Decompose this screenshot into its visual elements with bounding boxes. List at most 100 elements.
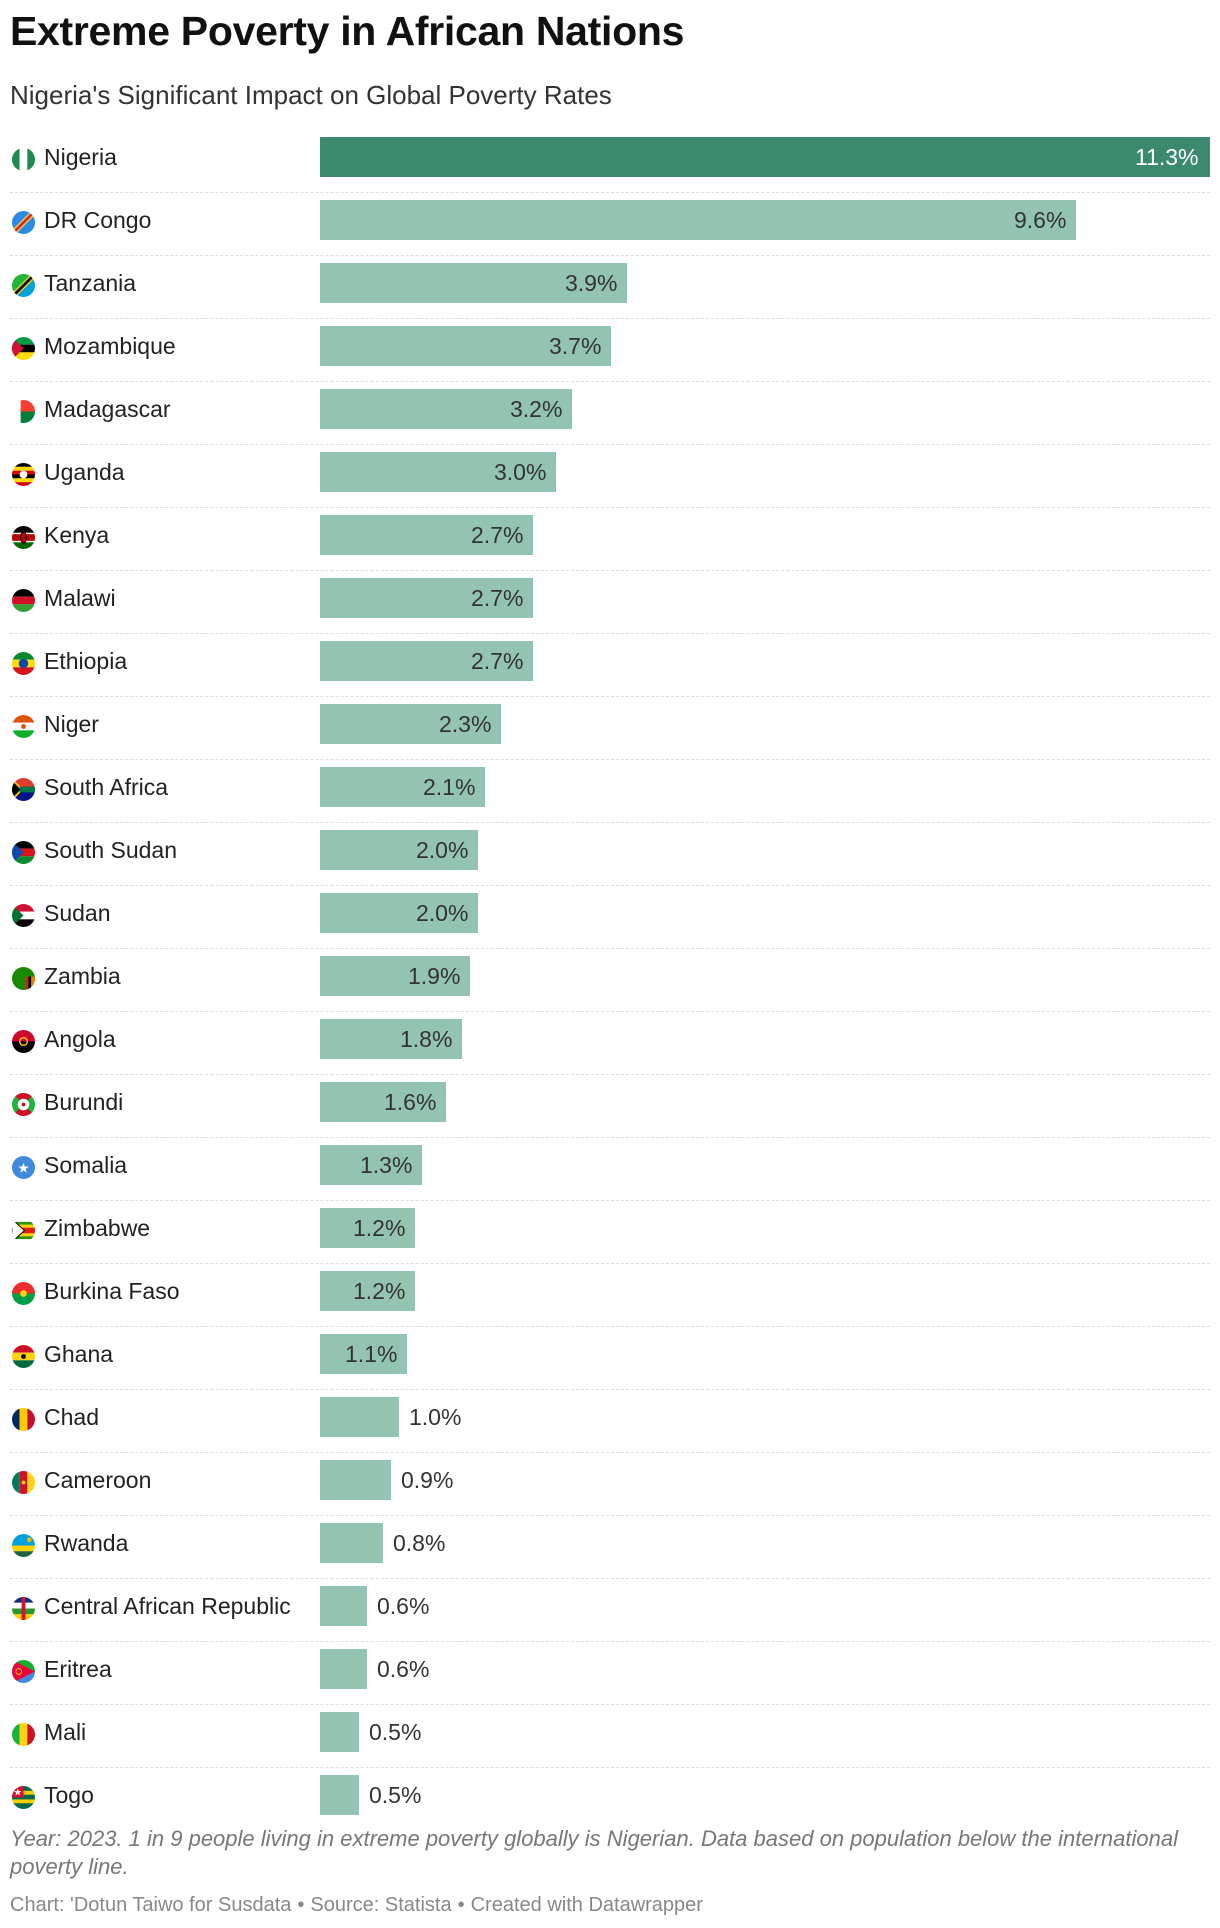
category-label: Burkina Faso (44, 1278, 180, 1304)
chart-subtitle: Nigeria's Significant Impact on Global P… (10, 80, 612, 110)
category-label: Kenya (44, 522, 110, 548)
category-label: Tanzania (44, 270, 137, 296)
category-label: Cameroon (44, 1467, 152, 1493)
chart-title: Extreme Poverty in African Nations (10, 8, 685, 54)
category-label: Somalia (44, 1152, 128, 1178)
category-label: South Sudan (44, 837, 178, 863)
data-label: 2.0% (416, 837, 469, 863)
category-label: Togo (44, 1782, 94, 1808)
data-label: 0.6% (377, 1656, 430, 1682)
kenya-flag-icon (12, 526, 35, 549)
bar (320, 1586, 367, 1626)
chart-row: Zimbabwe 1.2% (10, 1201, 1210, 1264)
eritrea-flag-icon (12, 1660, 35, 1683)
bar (320, 1460, 391, 1500)
data-label: 3.0% (494, 459, 547, 485)
chart-row: Mozambique 3.7% (10, 319, 1210, 382)
niger-flag-icon (12, 715, 35, 738)
category-label: Madagascar (44, 396, 171, 422)
uganda-flag-icon (12, 463, 35, 486)
data-label: 1.8% (400, 1026, 453, 1052)
data-label: 1.6% (384, 1089, 437, 1115)
chart-row: Togo 0.5% (10, 1768, 1210, 1830)
category-label: DR Congo (44, 207, 152, 233)
category-label: Zambia (44, 963, 121, 989)
category-label: Angola (44, 1026, 116, 1052)
chart-row: Kenya 2.7% (10, 508, 1210, 571)
south-sudan-flag-icon (12, 841, 35, 864)
chart-row: South Sudan 2.0% (10, 823, 1210, 886)
bar (320, 704, 501, 744)
data-label: 1.3% (360, 1152, 413, 1178)
bar (320, 767, 485, 807)
chart-row: Uganda 3.0% (10, 445, 1210, 508)
bar (320, 1523, 383, 1563)
bar (320, 830, 478, 870)
zimbabwe-flag-icon (12, 1219, 35, 1242)
bar (320, 1208, 415, 1248)
category-label: Eritrea (44, 1656, 112, 1682)
chart-row: Sudan 2.0% (10, 886, 1210, 949)
south-africa-flag-icon (12, 778, 35, 801)
data-label: 1.1% (345, 1341, 398, 1367)
chart-notes: Year: 2023. 1 in 9 people living in extr… (10, 1826, 1178, 1879)
nigeria-flag-icon (12, 148, 35, 171)
bar (320, 956, 470, 996)
chad-flag-icon (12, 1408, 35, 1431)
chart-row: Burundi 1.6% (10, 1075, 1210, 1138)
cameroon-flag-icon (12, 1471, 35, 1494)
category-label: Ghana (44, 1341, 114, 1367)
category-label: Mozambique (44, 333, 176, 359)
rwanda-flag-icon (12, 1534, 35, 1557)
madagascar-flag-icon (12, 400, 35, 423)
bar-chart: Nigeria 11.3% DR Congo 9.6% Tanzania 3.9% Moza… (0, 130, 1220, 1815)
bar (320, 452, 556, 492)
bar (320, 641, 533, 681)
category-label: Rwanda (44, 1530, 129, 1556)
chart-row: Cameroon 0.9% (10, 1453, 1210, 1516)
chart-row: Niger 2.3% (10, 697, 1210, 760)
bar (320, 578, 533, 618)
mali-flag-icon (12, 1723, 35, 1746)
chart-row: Eritrea 0.6% (10, 1642, 1210, 1705)
data-label: 2.7% (471, 522, 524, 548)
category-label: Malawi (44, 585, 116, 611)
bar (320, 137, 1210, 177)
chart-row: Tanzania 3.9% (10, 256, 1210, 319)
bar (320, 200, 1076, 240)
chart-row: Ghana 1.1% (10, 1327, 1210, 1390)
chart-row: Rwanda 0.8% (10, 1516, 1210, 1579)
chart-credits: Chart: 'Dotun Taiwo for Susdata • Source: … (10, 1894, 703, 1917)
togo-flag-icon (12, 1786, 35, 1809)
bar (320, 1712, 359, 1752)
credit-separator: • (457, 1894, 465, 1916)
data-label: 11.3% (1135, 144, 1199, 170)
bar (320, 1775, 359, 1815)
category-label: Mali (44, 1719, 87, 1745)
bar (320, 893, 478, 933)
data-label: 3.7% (549, 333, 602, 359)
credit-tool: Created with Datawrapper (470, 1894, 703, 1916)
burundi-flag-icon (12, 1093, 35, 1116)
ethiopia-flag-icon (12, 652, 35, 675)
chart-row: Angola 1.8% (10, 1012, 1210, 1075)
angola-flag-icon (12, 1030, 35, 1053)
chart-row: DR Congo 9.6% (10, 193, 1210, 256)
credit-author: Chart: 'Dotun Taiwo for Susdata (10, 1894, 292, 1916)
burkina-faso-flag-icon (12, 1282, 35, 1305)
category-label: Sudan (44, 900, 111, 926)
bar (320, 1334, 407, 1374)
data-label: 0.5% (369, 1782, 422, 1808)
data-label: 1.2% (353, 1278, 406, 1304)
data-label: 2.0% (416, 900, 469, 926)
bar (320, 1271, 415, 1311)
data-label: 1.2% (353, 1215, 406, 1241)
mozambique-flag-icon (12, 337, 35, 360)
chart-row: Ethiopia 2.7% (10, 634, 1210, 697)
chart-row: Somalia 1.3% (10, 1138, 1210, 1201)
category-label: Uganda (44, 459, 125, 485)
data-label: 3.9% (565, 270, 618, 296)
chart-row: Chad 1.0% (10, 1390, 1210, 1453)
data-label: 2.7% (471, 585, 524, 611)
ghana-flag-icon (12, 1345, 35, 1368)
